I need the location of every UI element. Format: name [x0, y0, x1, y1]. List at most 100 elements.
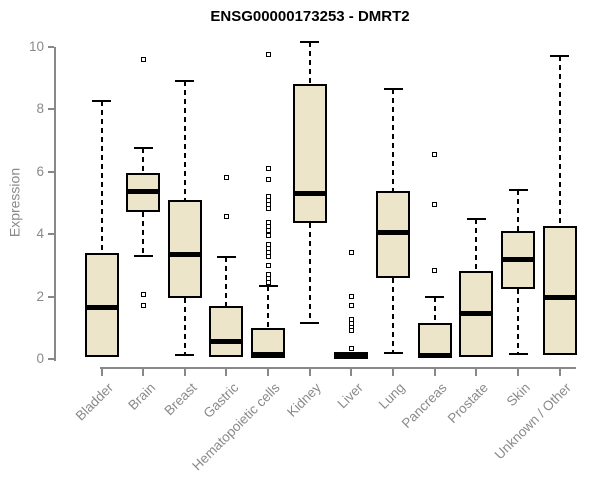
outlier-point [265, 176, 271, 182]
outlier-point [265, 262, 271, 268]
lower-whisker-cap [133, 254, 153, 257]
outlier-point [348, 345, 354, 351]
x-tick-label-kidney: Kidney [284, 380, 325, 420]
upper-whisker [267, 285, 270, 328]
outlier-point [348, 294, 354, 300]
y-tick [48, 358, 54, 360]
upper-whisker-cap [133, 147, 153, 150]
lower-whisker [392, 277, 395, 354]
upper-whisker-cap [550, 55, 570, 58]
upper-whisker-cap [383, 87, 403, 90]
upper-whisker-cap [216, 255, 236, 258]
x-tick-label-gastric: Gastric [200, 380, 242, 421]
box-unknown-other [542, 225, 577, 355]
x-tick [100, 369, 103, 376]
outlier-point [265, 254, 271, 260]
upper-whisker-cap [425, 295, 445, 298]
outlier-point [140, 303, 146, 309]
outlier-point [348, 250, 354, 256]
x-tick-label-brain: Brain [124, 380, 158, 413]
median-line [501, 256, 535, 262]
y-tick [48, 108, 54, 111]
x-axis-line [100, 367, 576, 369]
median-line [251, 351, 286, 357]
x-tick-label-liver: Liver [334, 380, 367, 412]
x-tick-label-pancreas: Pancreas [398, 380, 450, 431]
outlier-point [140, 292, 146, 298]
chart-title: ENSG00000173253 - DMRT2 [210, 8, 410, 25]
upper-whisker [308, 42, 311, 85]
outlier-point [223, 214, 229, 220]
median-line [167, 251, 202, 257]
x-tick [308, 369, 311, 376]
y-tick-label: 6 [36, 163, 44, 179]
lower-whisker-cap [383, 352, 403, 355]
median-line [459, 310, 494, 316]
upper-whisker-cap [466, 218, 486, 221]
outlier-point [140, 56, 146, 62]
x-tick [142, 369, 145, 376]
box-pancreas [417, 322, 452, 359]
upper-whisker-cap [300, 41, 320, 43]
y-tick-label: 2 [36, 288, 44, 304]
lower-whisker-cap [508, 353, 528, 356]
lower-whisker [183, 298, 186, 355]
upper-whisker [142, 148, 145, 174]
y-tick [48, 295, 54, 298]
median-line [292, 190, 327, 196]
upper-whisker-cap [258, 284, 278, 287]
x-tick [517, 369, 519, 376]
upper-whisker-cap [92, 100, 111, 103]
x-tick-label-bladder: Bladder [72, 380, 117, 424]
outlier-point [432, 268, 438, 274]
upper-whisker [558, 56, 561, 226]
x-tick-label-skin: Skin [503, 380, 533, 410]
outlier-point [265, 52, 271, 57]
outlier-point [432, 201, 438, 207]
lower-whisker [142, 212, 145, 256]
x-tick [433, 369, 436, 376]
median-line [84, 304, 119, 310]
box-gastric [209, 305, 244, 358]
median-line [376, 230, 411, 236]
x-tick-label-lung: Lung [375, 380, 408, 412]
y-axis-label: Expression [6, 167, 23, 238]
outlier-point [265, 232, 271, 238]
median-line [417, 352, 452, 358]
outlier-point [348, 328, 354, 334]
median-line [209, 339, 244, 345]
upper-whisker [517, 190, 519, 231]
y-tick [48, 45, 54, 48]
median-line [126, 189, 161, 195]
x-tick [558, 369, 561, 376]
median-line [542, 294, 577, 300]
outlier-point [223, 175, 229, 181]
outlier-point [432, 151, 438, 157]
x-tick [392, 369, 395, 376]
upper-whisker [392, 88, 395, 192]
outlier-point [265, 205, 271, 211]
lower-whisker-cap [300, 322, 320, 325]
x-tick [183, 369, 186, 376]
x-tick-label-unknown-other: Unknown / Other [492, 380, 575, 463]
y-tick-label: 8 [36, 101, 44, 117]
lower-whisker [308, 223, 311, 324]
y-tick [48, 233, 54, 236]
lower-whisker [517, 288, 519, 355]
upper-whisker [183, 81, 186, 200]
lower-whisker-cap [175, 353, 195, 356]
y-tick-label: 4 [36, 226, 44, 242]
upper-whisker-cap [508, 189, 528, 192]
upper-whisker-cap [175, 80, 195, 83]
outlier-point [265, 165, 271, 171]
upper-whisker [433, 296, 436, 323]
y-tick-label: 0 [36, 351, 44, 366]
median-line [334, 353, 369, 359]
y-tick [48, 170, 54, 173]
upper-whisker [225, 256, 228, 306]
y-axis-line [54, 46, 56, 361]
outlier-point [348, 303, 354, 309]
y-tick-label: 10 [28, 38, 44, 54]
x-tick-label-prostate: Prostate [444, 380, 491, 427]
